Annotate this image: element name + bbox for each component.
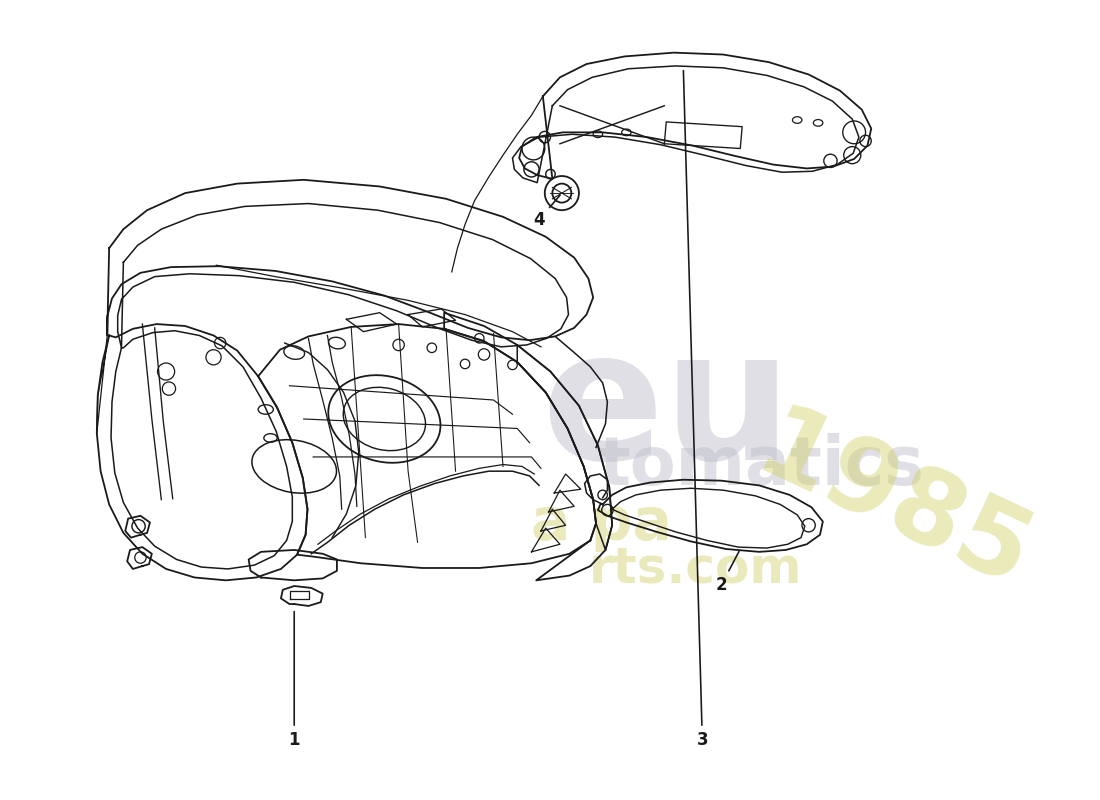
- Text: 4: 4: [534, 195, 560, 229]
- Text: a pa: a pa: [531, 495, 672, 552]
- Text: 1985: 1985: [740, 398, 1045, 611]
- Text: tomatics: tomatics: [598, 434, 924, 499]
- Text: 1: 1: [288, 611, 300, 749]
- Text: 3: 3: [683, 70, 708, 749]
- Text: rts.com: rts.com: [588, 545, 802, 593]
- Text: eu: eu: [541, 322, 792, 498]
- Text: 2: 2: [715, 551, 739, 594]
